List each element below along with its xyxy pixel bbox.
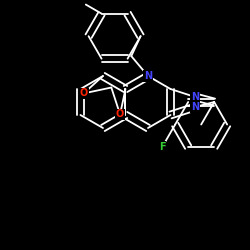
Text: F: F [159,142,166,152]
Text: N: N [191,102,199,112]
Text: N: N [191,92,199,102]
Text: O: O [80,88,88,99]
Text: N: N [144,71,152,81]
Text: O: O [116,110,124,120]
